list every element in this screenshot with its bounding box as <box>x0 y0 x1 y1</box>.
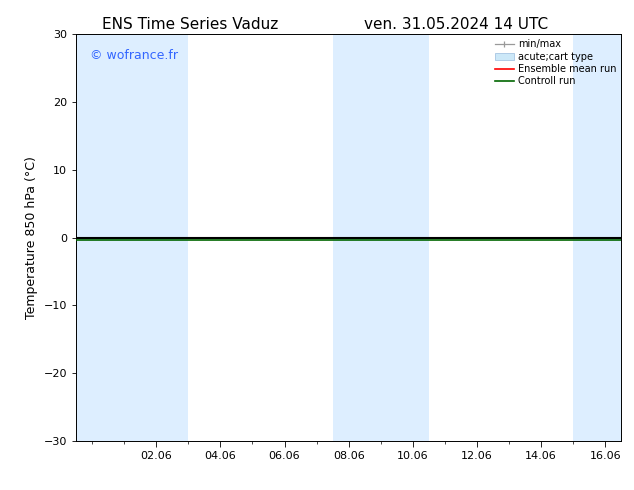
Bar <box>124 34 188 441</box>
Text: ENS Time Series Vaduz: ENS Time Series Vaduz <box>102 17 278 32</box>
Bar <box>573 34 621 441</box>
Bar <box>381 34 429 441</box>
Bar <box>333 34 381 441</box>
Legend: min/max, acute;cart type, Ensemble mean run, Controll run: min/max, acute;cart type, Ensemble mean … <box>493 37 618 88</box>
Y-axis label: Temperature 850 hPa (°C): Temperature 850 hPa (°C) <box>25 156 38 319</box>
Text: ven. 31.05.2024 14 UTC: ven. 31.05.2024 14 UTC <box>365 17 548 32</box>
Text: © wofrance.fr: © wofrance.fr <box>90 49 178 62</box>
Bar <box>76 34 124 441</box>
